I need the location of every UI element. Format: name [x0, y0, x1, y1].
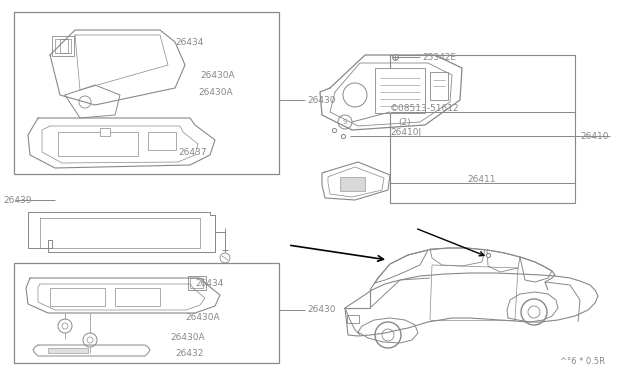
Circle shape — [79, 96, 91, 108]
Circle shape — [62, 323, 68, 329]
Text: 26430: 26430 — [307, 96, 335, 105]
Text: 26430A: 26430A — [200, 71, 235, 80]
Text: 26410: 26410 — [580, 131, 609, 141]
Text: 26430: 26430 — [307, 305, 335, 314]
Bar — [190, 278, 203, 288]
Text: 26430A: 26430A — [185, 314, 220, 323]
Bar — [148, 132, 176, 150]
Text: 26430A: 26430A — [198, 87, 232, 96]
Bar — [55, 39, 71, 53]
Bar — [188, 276, 206, 290]
Text: (2): (2) — [398, 118, 411, 126]
Bar — [14, 263, 279, 363]
Circle shape — [220, 253, 230, 263]
Circle shape — [338, 115, 352, 129]
Text: ©08513-51612: ©08513-51612 — [390, 103, 460, 112]
Text: 26434: 26434 — [175, 38, 204, 46]
Circle shape — [521, 299, 547, 325]
Circle shape — [528, 306, 540, 318]
Text: 26411: 26411 — [467, 174, 495, 183]
Text: S: S — [343, 119, 347, 125]
Bar — [430, 72, 448, 100]
Circle shape — [58, 319, 72, 333]
Bar — [48, 348, 88, 353]
Text: 26439: 26439 — [3, 196, 31, 205]
Circle shape — [343, 83, 367, 107]
Bar — [347, 315, 359, 323]
Text: 26432: 26432 — [175, 349, 204, 357]
Circle shape — [83, 333, 97, 347]
Text: 25342E: 25342E — [422, 52, 456, 61]
Bar — [50, 288, 105, 306]
Circle shape — [375, 322, 401, 348]
Bar — [115, 288, 160, 306]
Text: ^°6 * 0.5R: ^°6 * 0.5R — [560, 357, 605, 366]
Text: 26430A: 26430A — [170, 333, 205, 341]
Bar — [52, 36, 74, 56]
Bar — [100, 128, 110, 136]
Text: 26434: 26434 — [195, 279, 223, 289]
Text: 26410J: 26410J — [390, 128, 421, 137]
Circle shape — [382, 329, 394, 341]
Bar — [340, 177, 365, 191]
Circle shape — [87, 337, 93, 343]
Bar — [390, 55, 575, 203]
Bar — [58, 132, 138, 156]
Bar — [14, 12, 279, 174]
Bar — [375, 68, 425, 113]
Text: 26437: 26437 — [178, 148, 207, 157]
